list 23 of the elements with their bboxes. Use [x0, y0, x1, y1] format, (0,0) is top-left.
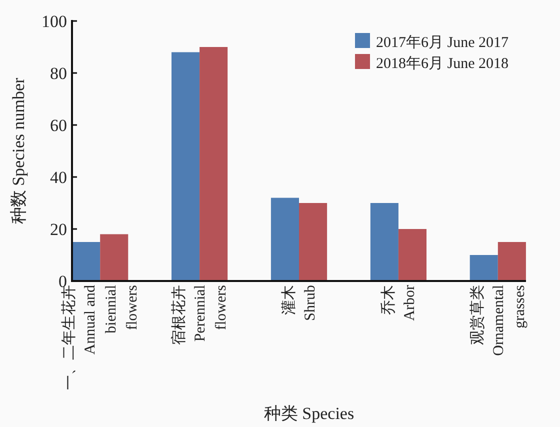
x-tick-label: 观赏草类 Ornamental grasses	[468, 284, 528, 356]
bar	[498, 242, 526, 281]
bar	[398, 229, 426, 281]
x-tick-label: 灌木 Shrub	[280, 285, 318, 321]
bar	[100, 234, 128, 281]
x-axis-title: 种类 Species	[264, 404, 354, 423]
x-tick-label: 乔木 Arbor	[380, 285, 418, 321]
y-tick-label: 60	[50, 116, 67, 135]
y-tick-label: 40	[50, 168, 67, 187]
bar	[172, 52, 200, 281]
y-tick-label: 80	[50, 64, 67, 83]
bar	[72, 242, 100, 281]
bar	[200, 47, 228, 281]
y-axis-title: 种数 Species number	[9, 77, 28, 224]
y-tick-label: 20	[50, 220, 67, 239]
y-tick-label: 100	[42, 12, 67, 31]
x-tick-label: 宿根花卉 Perennial flowers	[170, 284, 230, 345]
bar	[270, 198, 299, 281]
legend-label: 2018年6月 June 2018	[376, 55, 508, 72]
bar	[470, 255, 498, 281]
bar	[370, 203, 398, 281]
legend-label: 2017年6月 June 2017	[376, 34, 509, 51]
bar	[299, 203, 328, 281]
